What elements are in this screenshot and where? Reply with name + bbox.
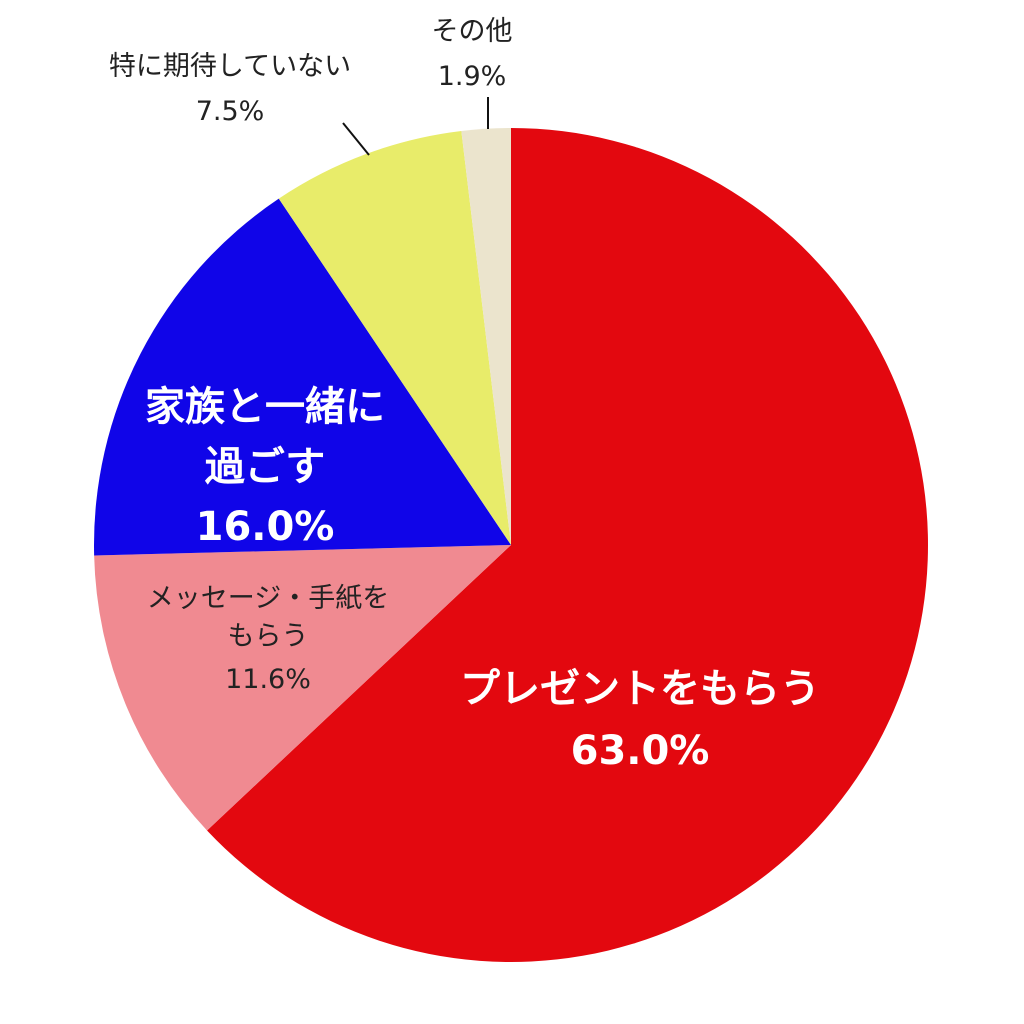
label-no-expectation: 特に期待していない (109, 51, 351, 82)
value-family: 16.0% (196, 504, 335, 550)
value-message: 11.6% (225, 664, 311, 695)
pie-slice-4 (461, 128, 511, 545)
label-other: その他 (432, 16, 513, 47)
label-family-2: 過ごす (205, 444, 325, 490)
pie-slice-1 (94, 545, 512, 831)
leader-line-no-expectation (342, 122, 370, 156)
value-present: 63.0% (571, 728, 710, 774)
pie-slice-3 (278, 130, 511, 545)
pie-slice-0 (207, 128, 928, 962)
label-message-1: メッセージ・手紙を (147, 583, 389, 614)
value-no-expectation: 7.5% (196, 96, 265, 127)
value-other: 1.9% (438, 61, 507, 92)
label-family-1: 家族と一緒に (145, 384, 385, 430)
label-message-2: もらう (228, 621, 309, 652)
label-present: プレゼントをもらう (460, 666, 820, 712)
pie-slice-2 (94, 198, 511, 556)
